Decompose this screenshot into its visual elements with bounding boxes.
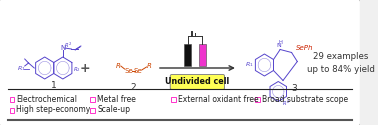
Text: External oxidant free: External oxidant free — [178, 94, 259, 104]
Text: +: + — [79, 62, 90, 74]
Text: $R_1$: $R_1$ — [245, 60, 254, 70]
Text: SePh: SePh — [296, 44, 314, 51]
Bar — [255, 96, 260, 102]
Bar — [90, 96, 95, 102]
Text: High step-economy: High step-economy — [16, 106, 90, 114]
Text: 1: 1 — [51, 82, 57, 90]
Text: $R_1$: $R_1$ — [17, 64, 25, 74]
Text: 2: 2 — [130, 84, 136, 92]
Text: 3: 3 — [291, 84, 297, 93]
Text: $R$: $R$ — [146, 60, 152, 70]
Bar — [90, 108, 95, 112]
Bar — [171, 96, 176, 102]
Text: $R$: $R$ — [115, 60, 121, 70]
Text: $R^2$: $R^2$ — [282, 99, 290, 108]
Text: H: H — [278, 40, 282, 45]
Bar — [199, 44, 206, 66]
Text: Se: Se — [133, 68, 142, 74]
Text: Se: Se — [124, 68, 133, 74]
Text: Undivided cell: Undivided cell — [165, 78, 229, 86]
FancyBboxPatch shape — [0, 0, 361, 125]
Text: Broad substrate scope: Broad substrate scope — [262, 94, 348, 104]
Text: Scale-up: Scale-up — [97, 106, 130, 114]
Text: N: N — [60, 45, 65, 51]
Text: 29 examples
up to 84% yield: 29 examples up to 84% yield — [307, 52, 375, 74]
Text: $R_2$: $R_2$ — [73, 66, 81, 74]
Text: $R^2$: $R^2$ — [64, 40, 71, 50]
Bar — [9, 108, 14, 112]
Text: Metal free: Metal free — [97, 94, 136, 104]
Bar — [184, 44, 191, 66]
Text: N: N — [277, 43, 282, 48]
Text: Electrochemical: Electrochemical — [16, 94, 77, 104]
Bar — [9, 96, 14, 102]
FancyBboxPatch shape — [170, 74, 225, 90]
